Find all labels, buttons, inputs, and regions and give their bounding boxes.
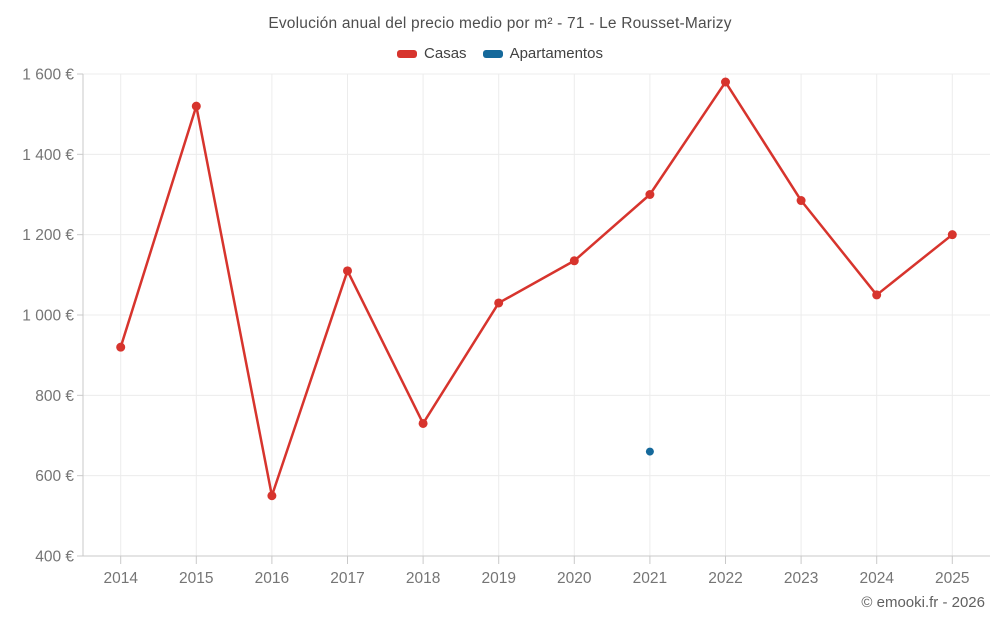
legend-item-casas[interactable]: Casas xyxy=(397,45,467,62)
legend-label-apartamentos: Apartamentos xyxy=(509,45,603,62)
apartamentos-swatch-icon xyxy=(482,49,503,58)
x-axis-label: 2016 xyxy=(255,570,289,587)
data-point-casas[interactable] xyxy=(569,256,579,266)
x-axis-label: 2014 xyxy=(103,570,138,587)
legend-item-apartamentos[interactable]: Apartamentos xyxy=(482,45,603,62)
y-axis-label: 1 400 € xyxy=(22,147,74,164)
y-axis-label: 600 € xyxy=(35,468,74,485)
y-axis-label: 1 600 € xyxy=(22,67,74,84)
data-point-casas[interactable] xyxy=(191,101,201,111)
copyright-text: © emooki.fr - 2026 xyxy=(861,594,985,611)
data-point-casas[interactable] xyxy=(116,342,126,352)
data-point-casas[interactable] xyxy=(343,266,352,276)
data-point-casas[interactable] xyxy=(645,190,655,199)
data-point-casas[interactable] xyxy=(796,196,806,206)
x-axis-label: 2022 xyxy=(708,570,742,587)
y-axis-label: 400 € xyxy=(35,549,74,566)
x-axis-label: 2025 xyxy=(935,570,969,587)
legend: Casas Apartamentos xyxy=(0,45,1000,62)
y-axis-label: 1 200 € xyxy=(22,227,74,244)
x-axis-label: 2024 xyxy=(859,570,894,587)
x-axis-label: 2017 xyxy=(330,570,364,587)
data-point-casas[interactable] xyxy=(494,298,504,308)
data-point-apartamentos[interactable] xyxy=(645,447,654,456)
chart-title: Evolución anual del precio medio por m² … xyxy=(268,15,732,32)
y-axis-label: 800 € xyxy=(35,388,74,405)
data-point-casas[interactable] xyxy=(418,418,428,428)
data-point-casas[interactable] xyxy=(267,491,277,501)
x-axis-label: 2019 xyxy=(481,570,515,587)
y-axis-label: 1 000 € xyxy=(22,308,74,325)
x-axis-label: 2018 xyxy=(406,570,440,587)
series-line-casas xyxy=(119,80,954,497)
legend-label-casas: Casas xyxy=(424,45,467,62)
data-point-casas[interactable] xyxy=(947,230,957,240)
x-axis-label: 2015 xyxy=(179,570,213,587)
casas-swatch-icon xyxy=(397,49,418,58)
x-axis-label: 2023 xyxy=(784,570,818,587)
x-axis-label: 2020 xyxy=(557,570,592,587)
plot-svg: 400 € 600 € 800 € 1 000 € 1 200 € 1 400 € 1 60… xyxy=(22,67,990,587)
data-point-casas[interactable] xyxy=(872,290,882,300)
data-point-casas[interactable] xyxy=(721,77,730,87)
x-axis-label: 2021 xyxy=(633,570,667,587)
